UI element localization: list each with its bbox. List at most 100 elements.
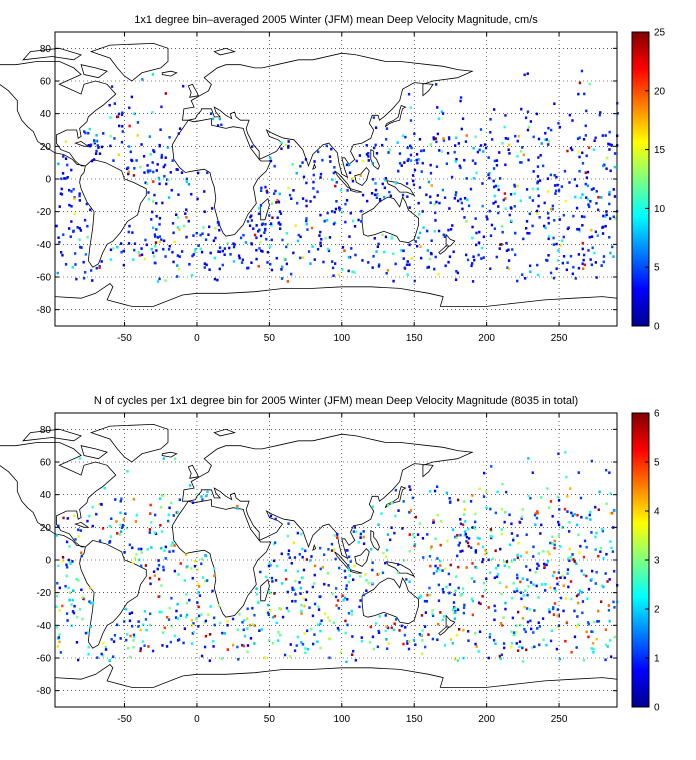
bin-cell: [90, 159, 94, 163]
bin-cell: [191, 624, 194, 627]
bin-cell: [568, 559, 571, 563]
bin-cell: [557, 189, 561, 192]
bin-cell: [494, 549, 497, 553]
bin-cell: [213, 277, 217, 281]
bin-cell: [88, 127, 92, 131]
bin-cell: [613, 165, 617, 169]
bin-cell: [515, 630, 518, 634]
bin-cell: [566, 510, 569, 513]
bin-cell: [359, 599, 362, 602]
bin-cell: [501, 624, 504, 627]
bin-cell: [175, 213, 178, 217]
bin-cell: [98, 152, 102, 156]
bin-cell: [436, 567, 440, 570]
bin-cell: [367, 159, 370, 162]
bin-cell: [483, 589, 487, 592]
bin-cell: [559, 244, 562, 247]
bin-cell: [159, 506, 163, 509]
bin-cell: [269, 564, 272, 567]
bin-cell: [212, 645, 215, 648]
bin-cell: [362, 542, 366, 546]
bin-cell: [478, 148, 481, 152]
bin-cell: [409, 509, 413, 512]
colorbar-tick-label: 1: [654, 654, 660, 665]
bin-cell: [257, 207, 261, 210]
bin-cell: [515, 642, 518, 645]
bin-cell: [566, 149, 569, 153]
bin-cell: [160, 238, 163, 242]
bin-cell: [560, 185, 564, 188]
bin-cell: [79, 245, 82, 249]
bin-cell: [533, 513, 537, 517]
bin-cell: [71, 598, 74, 602]
bin-cell: [232, 245, 236, 249]
bin-cell: [69, 562, 72, 565]
bin-cell: [429, 171, 433, 175]
bin-cell: [568, 181, 571, 184]
bin-cell: [500, 532, 504, 536]
bin-cell: [149, 612, 152, 616]
bin-cell: [594, 505, 597, 509]
bin-cell: [270, 238, 273, 242]
bin-cell: [291, 599, 294, 603]
bin-cell: [500, 528, 503, 531]
coastline: [80, 445, 108, 460]
bin-cell: [506, 266, 509, 270]
bin-cell: [519, 150, 523, 153]
bin-cell: [601, 226, 604, 229]
bin-cell: [301, 555, 304, 559]
bin-cell: [484, 552, 487, 556]
bin-cell: [601, 527, 604, 531]
bin-cell: [439, 559, 442, 563]
bin-cell: [174, 457, 177, 461]
bin-cell: [561, 526, 564, 529]
bin-cell: [386, 269, 390, 272]
bin-cell: [454, 160, 458, 163]
bin-cell: [309, 262, 312, 265]
bin-cell: [407, 640, 411, 643]
bin-cell: [88, 144, 92, 148]
bin-cell: [598, 490, 601, 494]
bin-cell: [55, 605, 58, 609]
bin-cell: [121, 111, 124, 115]
bin-cell: [321, 158, 324, 162]
bin-cell: [65, 563, 68, 567]
bin-cell: [287, 146, 290, 149]
bin-cell: [177, 216, 180, 219]
bin-cell: [156, 163, 159, 166]
bin-cell: [337, 273, 341, 277]
coastline: [370, 529, 380, 551]
bin-cell: [451, 608, 455, 612]
bin-cell: [89, 208, 92, 212]
bin-cell: [578, 169, 581, 173]
bin-cell: [566, 495, 569, 498]
bin-cell: [532, 631, 535, 634]
bin-cell: [164, 156, 167, 160]
bin-cell: [552, 606, 555, 609]
bin-cell: [177, 267, 181, 271]
bin-cell: [433, 202, 436, 206]
bin-cell: [581, 162, 585, 165]
bin-cell: [120, 250, 123, 254]
bin-cell: [170, 188, 173, 192]
bin-cell: [166, 616, 169, 619]
bin-cell: [102, 641, 105, 645]
bin-cell: [557, 614, 561, 617]
bin-cell: [604, 224, 607, 228]
bin-cell: [407, 157, 410, 161]
bin-cell: [426, 533, 429, 536]
bin-cell: [148, 531, 151, 534]
bin-cell: [127, 242, 131, 245]
bin-cell: [265, 189, 268, 193]
bin-cell: [525, 227, 528, 230]
bin-cell: [361, 159, 365, 163]
bin-cell: [605, 552, 608, 556]
bin-cell: [84, 271, 87, 274]
bin-cell: [441, 569, 444, 572]
bin-cell: [98, 266, 101, 270]
bin-cell: [116, 532, 119, 535]
bin-cell: [547, 143, 550, 146]
bin-cell: [425, 193, 428, 197]
bin-cell: [527, 585, 530, 588]
bin-cell: [58, 205, 61, 208]
